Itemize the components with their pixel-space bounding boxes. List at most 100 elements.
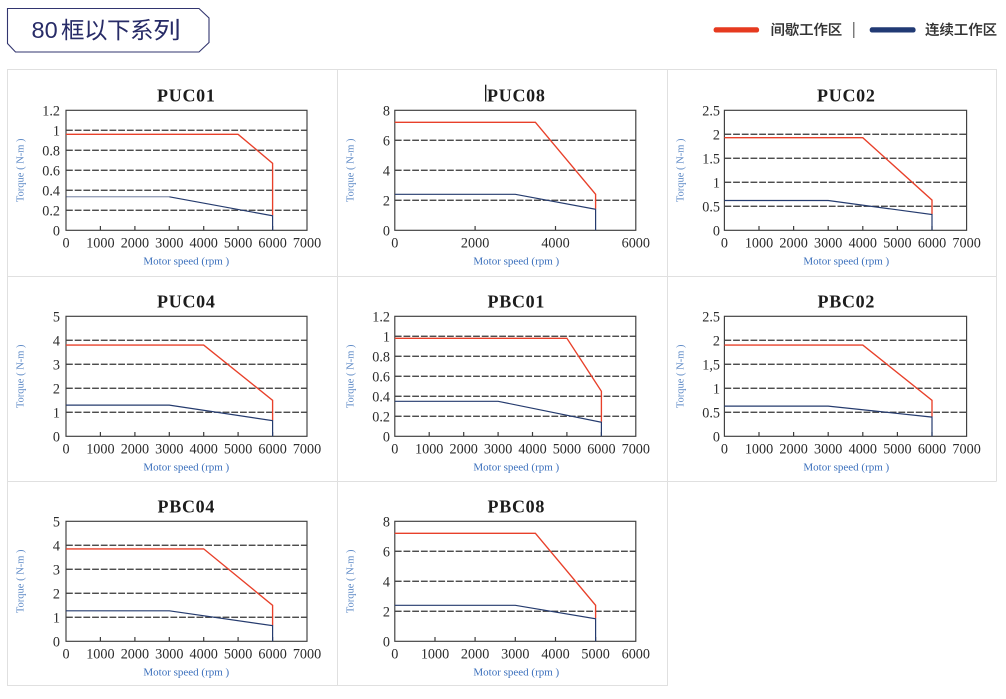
svg-text:PBC02: PBC02 xyxy=(818,291,876,311)
svg-text:4000: 4000 xyxy=(190,236,218,252)
svg-text:0: 0 xyxy=(383,635,390,651)
svg-text:PUC01: PUC01 xyxy=(157,85,216,105)
svg-text:1.2: 1.2 xyxy=(42,104,60,120)
svg-text:Motor speed (rpm ): Motor speed (rpm ) xyxy=(143,256,229,268)
svg-text:8: 8 xyxy=(383,104,390,120)
svg-text:Motor speed (rpm ): Motor speed (rpm ) xyxy=(803,256,889,268)
svg-text:7000: 7000 xyxy=(293,442,321,458)
svg-text:4: 4 xyxy=(383,575,390,591)
svg-text:0: 0 xyxy=(713,224,720,240)
svg-text:2: 2 xyxy=(53,587,60,603)
svg-text:4000: 4000 xyxy=(541,236,569,252)
svg-text:PBC04: PBC04 xyxy=(158,496,216,516)
svg-text:0.8: 0.8 xyxy=(372,350,390,366)
svg-text:1: 1 xyxy=(713,382,720,398)
svg-text:1.5: 1.5 xyxy=(702,152,720,168)
svg-text:3000: 3000 xyxy=(155,647,183,663)
svg-text:0: 0 xyxy=(62,647,69,663)
svg-text:6000: 6000 xyxy=(258,236,286,252)
svg-text:4000: 4000 xyxy=(190,647,218,663)
svg-text:2000: 2000 xyxy=(121,442,149,458)
svg-text:0: 0 xyxy=(62,442,69,458)
svg-text:5000: 5000 xyxy=(883,442,911,458)
svg-text:0: 0 xyxy=(383,430,390,446)
svg-text:0: 0 xyxy=(53,224,60,240)
svg-text:2: 2 xyxy=(713,334,720,350)
svg-text:1: 1 xyxy=(53,406,60,422)
svg-text:0: 0 xyxy=(391,647,398,663)
svg-text:Torque ( N-m ): Torque ( N-m ) xyxy=(346,549,357,613)
svg-text:6000: 6000 xyxy=(622,236,650,252)
svg-text:Torque ( N-m ): Torque ( N-m ) xyxy=(676,344,687,408)
svg-text:1000: 1000 xyxy=(745,442,773,458)
svg-text:3000: 3000 xyxy=(814,236,842,252)
svg-text:PBC01: PBC01 xyxy=(488,291,546,311)
svg-text:4000: 4000 xyxy=(849,442,877,458)
svg-text:2000: 2000 xyxy=(779,236,807,252)
svg-text:2.5: 2.5 xyxy=(702,310,720,326)
svg-text:1,5: 1,5 xyxy=(702,358,720,374)
svg-text:5: 5 xyxy=(53,515,60,531)
svg-text:4: 4 xyxy=(53,334,60,350)
svg-text:5000: 5000 xyxy=(224,236,252,252)
svg-text:2000: 2000 xyxy=(121,647,149,663)
svg-text:3000: 3000 xyxy=(501,647,529,663)
svg-text:Motor speed (rpm ): Motor speed (rpm ) xyxy=(803,462,889,474)
svg-text:0: 0 xyxy=(383,224,390,240)
svg-text:7000: 7000 xyxy=(293,236,321,252)
svg-text:Torque ( N-m ): Torque ( N-m ) xyxy=(16,549,27,613)
svg-text:Torque ( N-m ): Torque ( N-m ) xyxy=(676,138,687,202)
svg-text:4000: 4000 xyxy=(541,647,569,663)
svg-text:1000: 1000 xyxy=(86,236,114,252)
svg-text:5000: 5000 xyxy=(883,236,911,252)
svg-text:1000: 1000 xyxy=(86,442,114,458)
svg-text:0.5: 0.5 xyxy=(702,406,720,422)
svg-text:3000: 3000 xyxy=(484,442,512,458)
svg-text:PUC04: PUC04 xyxy=(157,291,216,311)
svg-text:Torque ( N-m ): Torque ( N-m ) xyxy=(16,344,27,408)
svg-text:1: 1 xyxy=(53,124,60,140)
svg-text:6000: 6000 xyxy=(622,647,650,663)
svg-text:4: 4 xyxy=(383,164,390,180)
svg-text:Torque ( N-m ): Torque ( N-m ) xyxy=(16,138,27,202)
svg-text:80: 80 xyxy=(32,17,58,43)
svg-text:5000: 5000 xyxy=(224,647,252,663)
svg-text:4000: 4000 xyxy=(190,442,218,458)
svg-text:0.6: 0.6 xyxy=(372,370,390,386)
svg-text:7000: 7000 xyxy=(952,442,980,458)
svg-text:1: 1 xyxy=(713,176,720,192)
svg-text:2.5: 2.5 xyxy=(702,104,720,120)
svg-text:0: 0 xyxy=(391,236,398,252)
svg-text:2000: 2000 xyxy=(450,442,478,458)
svg-text:0: 0 xyxy=(53,635,60,651)
svg-text:1.2: 1.2 xyxy=(372,310,390,326)
svg-text:4000: 4000 xyxy=(849,236,877,252)
svg-text:7000: 7000 xyxy=(622,442,650,458)
svg-text:0.6: 0.6 xyxy=(42,164,60,180)
svg-text:2: 2 xyxy=(713,128,720,144)
svg-text:4: 4 xyxy=(53,539,60,555)
svg-text:5: 5 xyxy=(53,310,60,326)
svg-text:PUC02: PUC02 xyxy=(817,85,876,105)
svg-text:Torque ( N-m ): Torque ( N-m ) xyxy=(346,344,357,408)
svg-text:5000: 5000 xyxy=(581,647,609,663)
svg-text:0: 0 xyxy=(721,442,728,458)
svg-text:1000: 1000 xyxy=(86,647,114,663)
svg-text:3000: 3000 xyxy=(155,236,183,252)
svg-text:2: 2 xyxy=(53,382,60,398)
svg-text:3000: 3000 xyxy=(814,442,842,458)
svg-text:0: 0 xyxy=(53,430,60,446)
svg-text:7000: 7000 xyxy=(293,647,321,663)
svg-text:0: 0 xyxy=(713,430,720,446)
svg-text:3000: 3000 xyxy=(155,442,183,458)
svg-text:Motor speed (rpm ): Motor speed (rpm ) xyxy=(473,462,559,474)
svg-text:3: 3 xyxy=(53,358,60,374)
svg-text:4000: 4000 xyxy=(518,442,546,458)
svg-text:6000: 6000 xyxy=(918,442,946,458)
svg-text:6000: 6000 xyxy=(258,647,286,663)
svg-text:2000: 2000 xyxy=(461,647,489,663)
svg-text:0.8: 0.8 xyxy=(42,144,60,160)
svg-text:Motor speed (rpm ): Motor speed (rpm ) xyxy=(473,667,559,679)
svg-text:Motor speed (rpm ): Motor speed (rpm ) xyxy=(143,667,229,679)
svg-text:5000: 5000 xyxy=(553,442,581,458)
